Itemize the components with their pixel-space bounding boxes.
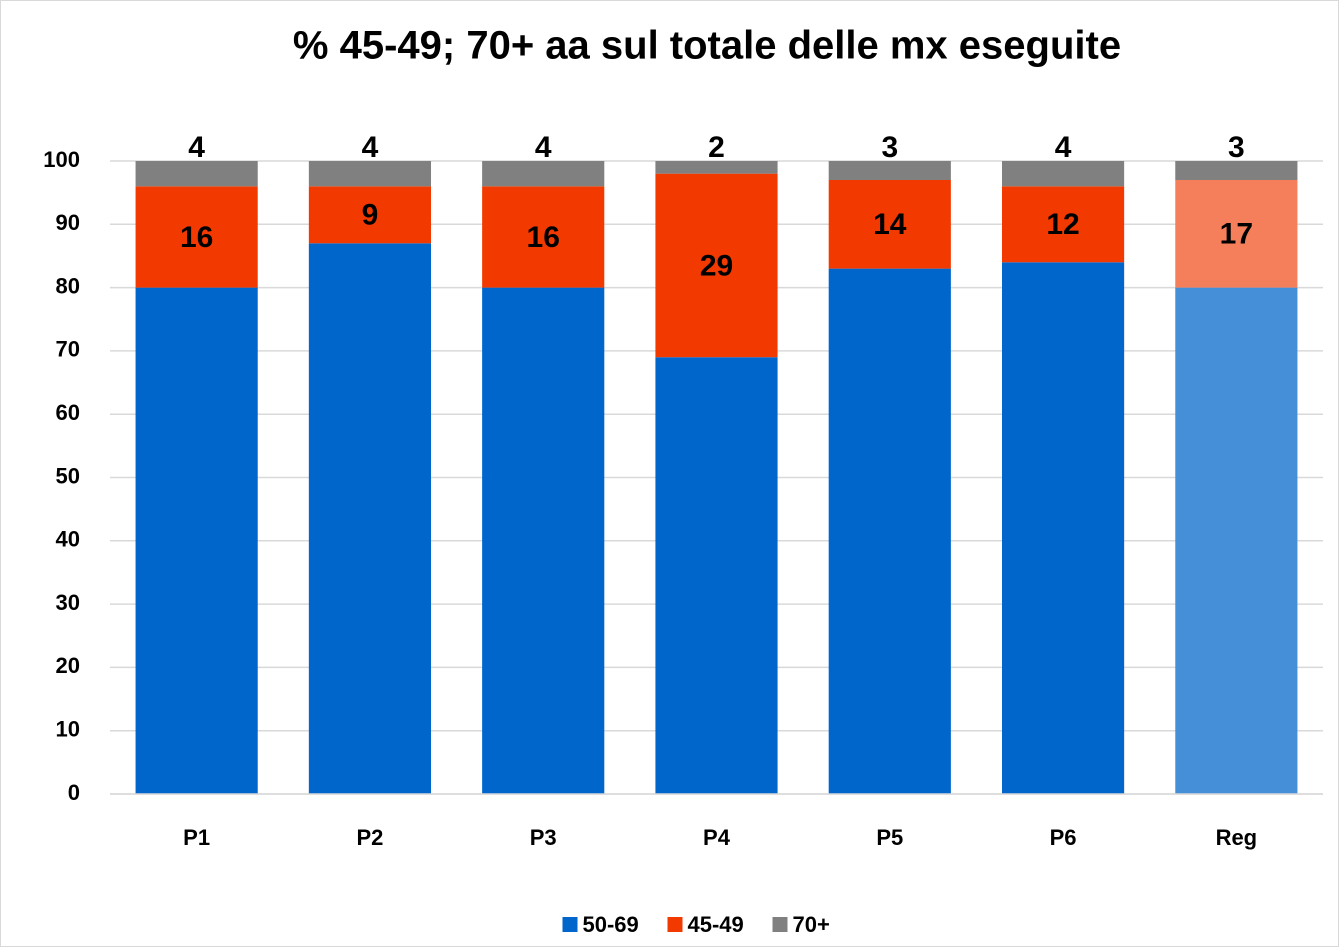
y-tick-label: 50 [56,463,80,488]
y-tick-label: 20 [56,653,80,678]
x-tick-label: P3 [530,825,557,850]
legend-swatch [772,917,788,932]
bar-segment [308,186,432,244]
bar-segment [482,161,605,187]
chart-title: % 45-49; 70+ aa sul totale delle mx eseg… [293,24,1121,68]
bar-segment [135,287,258,794]
y-tick-label: 80 [56,273,80,298]
bar-segment [1175,287,1298,794]
data-label: 16 [527,221,560,254]
y-tick-label: 0 [68,780,80,805]
bar-segment [828,161,951,180]
bar-segment [828,268,951,794]
bar-segment [135,186,258,288]
bar-segment [655,161,778,174]
data-label: 12 [1046,208,1079,241]
bar-segment [308,161,432,187]
bar-segment [1001,161,1125,187]
bar-segment [1175,161,1298,180]
x-tick-label: P6 [1050,825,1077,850]
data-label: 29 [700,249,733,282]
data-label: 2 [708,131,725,164]
y-tick-label: 60 [56,400,80,425]
y-tick-label: 90 [56,210,80,235]
y-tick-label: 30 [56,590,80,615]
data-label: 9 [362,199,379,232]
bar-segment [1175,179,1298,288]
bar-segment [655,173,778,358]
bar-segment [482,287,605,794]
data-label: 14 [873,208,907,241]
legend-label: 50-69 [583,912,639,937]
y-tick-label: 100 [43,147,80,172]
y-tick-label: 10 [56,717,80,742]
legend-label: 45-49 [688,912,744,937]
data-label: 4 [362,131,379,164]
legend-swatch [562,917,578,932]
bar-segment [308,243,432,795]
y-tick-label: 70 [56,337,80,362]
data-label: 4 [1055,131,1072,164]
data-label: 4 [188,131,205,164]
data-label: 4 [535,131,552,164]
data-label: 17 [1220,218,1253,251]
data-label: 3 [1228,131,1245,164]
x-tick-label: P4 [703,825,731,850]
legend-swatch [667,917,683,932]
x-tick-label: P1 [183,825,210,850]
legend-label: 70+ [793,912,830,937]
y-tick-label: 40 [56,527,80,552]
bar-segment [655,357,778,794]
x-tick-label: Reg [1216,825,1258,850]
bar-segment [135,161,258,187]
bar-segment [828,179,951,269]
x-tick-label: P2 [356,825,383,850]
x-tick-label: P5 [876,825,903,850]
bar-segment [1001,262,1125,794]
bar-segment [1001,186,1125,263]
data-label: 16 [180,221,213,254]
data-label: 3 [881,131,898,164]
bar-segment [482,186,605,288]
